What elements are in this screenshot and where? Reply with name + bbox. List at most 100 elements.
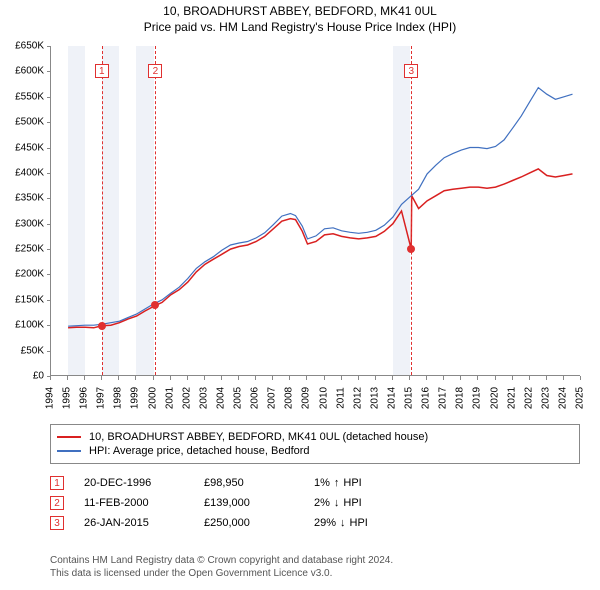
x-tick-label: 2025 <box>575 387 586 409</box>
x-tick <box>375 376 376 380</box>
x-tick <box>187 376 188 380</box>
y-tick <box>47 249 51 250</box>
y-tick <box>47 274 51 275</box>
x-tick <box>50 376 51 380</box>
y-tick <box>47 122 51 123</box>
x-tick-label: 2010 <box>318 387 329 409</box>
y-tick <box>47 198 51 199</box>
event-row: 211-FEB-2000£139,0002%HPI <box>50 496 580 510</box>
x-tick-label: 2019 <box>472 387 483 409</box>
y-tick <box>47 148 51 149</box>
x-tick <box>272 376 273 380</box>
x-tick <box>221 376 222 380</box>
sale-marker-box: 3 <box>404 64 418 78</box>
title-sub: Price paid vs. HM Land Registry's House … <box>0 20 600 34</box>
y-tick-label: £100K <box>15 320 44 331</box>
x-tick <box>204 376 205 380</box>
x-tick-label: 2007 <box>267 387 278 409</box>
y-tick <box>47 351 51 352</box>
x-tick-label: 2017 <box>438 387 449 409</box>
x-tick-label: 1996 <box>79 387 90 409</box>
x-tick <box>289 376 290 380</box>
x-tick-label: 2003 <box>198 387 209 409</box>
line-series-svg <box>51 46 581 376</box>
x-tick <box>255 376 256 380</box>
x-tick-label: 2001 <box>164 387 175 409</box>
event-row: 326-JAN-2015£250,00029%HPI <box>50 516 580 530</box>
event-price: £98,950 <box>204 477 314 489</box>
event-vs-label: HPI <box>343 477 361 489</box>
sale-marker-line <box>411 46 412 375</box>
x-tick-label: 1999 <box>130 387 141 409</box>
x-tick-label: 2016 <box>421 387 432 409</box>
event-marker-box: 1 <box>50 476 64 490</box>
x-tick-label: 2000 <box>147 387 158 409</box>
x-tick <box>546 376 547 380</box>
y-tick <box>47 300 51 301</box>
y-tick-label: £50K <box>21 345 44 356</box>
x-tick <box>118 376 119 380</box>
x-tick <box>460 376 461 380</box>
y-tick <box>47 224 51 225</box>
y-tick <box>47 71 51 72</box>
x-tick <box>324 376 325 380</box>
legend-box: 10, BROADHURST ABBEY, BEDFORD, MK41 0UL … <box>50 424 580 464</box>
y-tick <box>47 46 51 47</box>
y-tick-label: £500K <box>15 117 44 128</box>
sale-marker-dot <box>98 322 106 330</box>
plot-frame: 1 2 3 <box>50 46 580 376</box>
x-tick <box>238 376 239 380</box>
x-tick-label: 1995 <box>62 387 73 409</box>
x-tick-label: 2021 <box>506 387 517 409</box>
y-tick-label: £450K <box>15 142 44 153</box>
arrow-up-icon <box>334 477 340 489</box>
legend-swatch <box>57 450 81 452</box>
event-price: £250,000 <box>204 517 314 529</box>
event-delta-pct: 29% <box>314 517 336 529</box>
x-tick <box>101 376 102 380</box>
sale-marker-dot <box>151 301 159 309</box>
x-tick-label: 1997 <box>96 387 107 409</box>
x-tick-label: 2018 <box>455 387 466 409</box>
y-tick-label: £200K <box>15 269 44 280</box>
x-tick-label: 2014 <box>386 387 397 409</box>
x-tick <box>563 376 564 380</box>
event-delta-pct: 2% <box>314 497 330 509</box>
x-tick <box>170 376 171 380</box>
y-axis-labels: £0£50K£100K£150K£200K£250K£300K£350K£400… <box>0 46 48 376</box>
x-tick <box>477 376 478 380</box>
x-tick <box>392 376 393 380</box>
y-tick-label: £400K <box>15 167 44 178</box>
x-tick <box>306 376 307 380</box>
sale-marker-box: 2 <box>148 64 162 78</box>
event-marker-box: 2 <box>50 496 64 510</box>
x-tick <box>580 376 581 380</box>
x-tick <box>529 376 530 380</box>
series-line-property <box>68 169 572 328</box>
x-tick-label: 2004 <box>215 387 226 409</box>
footer-line-2: This data is licensed under the Open Gov… <box>50 567 580 580</box>
y-tick-label: £150K <box>15 294 44 305</box>
chart-titles: 10, BROADHURST ABBEY, BEDFORD, MK41 0UL … <box>0 0 600 34</box>
x-tick-label: 1998 <box>113 387 124 409</box>
event-row: 120-DEC-1996£98,9501%HPI <box>50 476 580 490</box>
x-tick-label: 2005 <box>233 387 244 409</box>
legend-label: 10, BROADHURST ABBEY, BEDFORD, MK41 0UL … <box>89 431 428 443</box>
x-tick-label: 2002 <box>181 387 192 409</box>
x-tick <box>426 376 427 380</box>
x-tick <box>153 376 154 380</box>
event-delta: 1%HPI <box>314 477 404 489</box>
plot-area: 1 2 3 <box>50 46 580 376</box>
x-tick-label: 2012 <box>352 387 363 409</box>
event-vs-label: HPI <box>350 517 368 529</box>
title-main: 10, BROADHURST ABBEY, BEDFORD, MK41 0UL <box>0 4 600 18</box>
x-tick-label: 2009 <box>301 387 312 409</box>
event-delta: 2%HPI <box>314 497 404 509</box>
x-tick <box>67 376 68 380</box>
sale-marker-box: 1 <box>95 64 109 78</box>
x-tick-label: 2011 <box>335 387 346 409</box>
sale-marker-dot <box>407 245 415 253</box>
x-tick-label: 2008 <box>284 387 295 409</box>
y-tick <box>47 325 51 326</box>
series-line-hpi <box>68 88 572 327</box>
